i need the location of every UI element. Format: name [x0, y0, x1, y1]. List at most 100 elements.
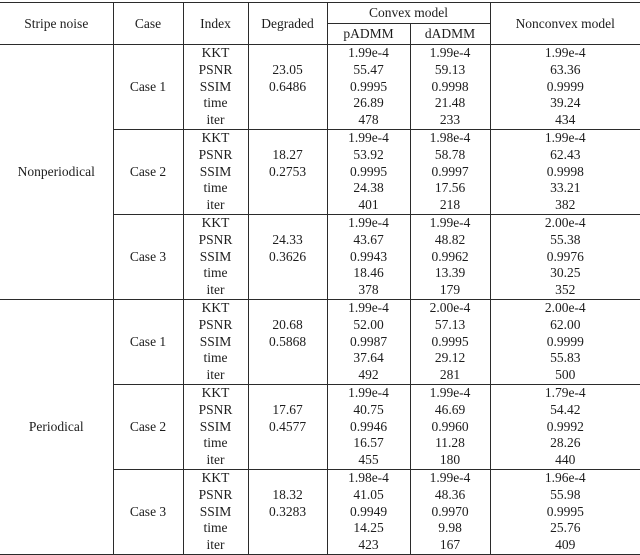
cell-index: KKT: [182, 384, 248, 402]
cell-degraded: 0.4577: [247, 418, 327, 436]
table-row: iter 423 167 409: [0, 537, 640, 555]
cell-index: KKT: [182, 129, 248, 147]
cell-padmm: 41.05: [326, 486, 410, 504]
table-row: iter 378 179 352: [0, 282, 640, 300]
cell-nonconvex: 0.9998: [489, 163, 640, 181]
table-row: time 37.64 29.12 55.83: [0, 350, 640, 368]
cell-nonconvex: 33.21: [489, 180, 640, 198]
cell-stripe-noise: Nonperiodical: [0, 44, 113, 300]
cell-dadmm: 0.9960: [409, 418, 490, 436]
cell-nonconvex: 62.43: [489, 146, 640, 164]
table-row: iter 492 281 500: [0, 367, 640, 385]
cell-degraded: [247, 214, 327, 232]
cell-degraded: 0.6486: [247, 78, 327, 96]
table-body: Nonperiodical Case 1 KKT 1.99e-4 1.99e-4 1.99…: [0, 44, 640, 555]
table-row: SSIM 0.4577 0.9946 0.9960 0.9992: [0, 418, 640, 436]
cell-padmm: 1.99e-4: [326, 129, 410, 147]
cell-dadmm: 0.9998: [409, 78, 490, 96]
cell-index: iter: [182, 112, 248, 130]
cell-dadmm: 0.9995: [409, 333, 490, 351]
cell-dadmm: 1.99e-4: [409, 469, 490, 487]
table-row: PSNR 24.33 43.67 48.82 55.38: [0, 231, 640, 249]
cell-dadmm: 0.9970: [409, 503, 490, 521]
cell-padmm: 0.9943: [326, 248, 410, 266]
cell-dadmm: 59.13: [409, 61, 490, 79]
cell-padmm: 14.25: [326, 520, 410, 538]
cell-padmm: 455: [326, 452, 410, 470]
cell-degraded: [247, 44, 327, 62]
cell-degraded: [247, 197, 327, 215]
cell-degraded: [247, 265, 327, 283]
table-row: SSIM 0.3283 0.9949 0.9970 0.9995: [0, 503, 640, 521]
cell-padmm: 40.75: [326, 401, 410, 419]
table-row: PSNR 20.68 52.00 57.13 62.00: [0, 316, 640, 334]
table-row: SSIM 0.2753 0.9995 0.9997 0.9998: [0, 163, 640, 181]
table-row: Nonperiodical Case 1 KKT 1.99e-4 1.99e-4 1.99…: [0, 44, 640, 300]
cell-index: PSNR: [182, 401, 248, 419]
cell-nonconvex: 55.38: [489, 231, 640, 249]
cell-index: time: [182, 95, 248, 113]
table-row: SSIM 0.6486 0.9995 0.9998 0.9999: [0, 78, 640, 96]
cell-nonconvex: 30.25: [489, 265, 640, 283]
cell-nonconvex: 382: [489, 197, 640, 215]
cell-dadmm: 218: [409, 197, 490, 215]
header-nonconvex-model: Nonconvex model: [489, 2, 640, 45]
cell-nonconvex: 440: [489, 452, 640, 470]
cell-dadmm: 58.78: [409, 146, 490, 164]
cell-dadmm: 281: [409, 367, 490, 385]
cell-padmm: 378: [326, 282, 410, 300]
cell-index: iter: [182, 537, 248, 555]
cell-dadmm: 57.13: [409, 316, 490, 334]
cell-index: SSIM: [182, 163, 248, 181]
cell-dadmm: 13.39: [409, 265, 490, 283]
table-row: time 16.57 11.28 28.26: [0, 435, 640, 453]
cell-index: iter: [182, 197, 248, 215]
cell-nonconvex: 25.76: [489, 520, 640, 538]
cell-padmm: 0.9987: [326, 333, 410, 351]
cell-degraded: 24.33: [247, 231, 327, 249]
header-convex-model: Convex model: [326, 2, 490, 24]
table-row: Case 3 KKT 1.99e-4 1.99e-4 2.00e-4: [0, 214, 640, 300]
cell-degraded: 18.27: [247, 146, 327, 164]
table-row: time 26.89 21.48 39.24: [0, 95, 640, 113]
table-row: iter 401 218 382: [0, 197, 640, 215]
cell-index: KKT: [182, 469, 248, 487]
cell-degraded: [247, 367, 327, 385]
table-row: iter 478 233 434: [0, 112, 640, 130]
table-row: Case 2 KKT 1.99e-4 1.98e-4 1.99e-4: [0, 129, 640, 215]
cell-case: Case 3: [112, 214, 183, 300]
cell-dadmm: 17.56: [409, 180, 490, 198]
cell-stripe-noise: Periodical: [0, 299, 113, 555]
cell-nonconvex: 1.99e-4: [489, 44, 640, 62]
cell-degraded: [247, 520, 327, 538]
cell-index: time: [182, 435, 248, 453]
cell-padmm: 37.64: [326, 350, 410, 368]
header-case: Case: [112, 2, 183, 45]
cell-nonconvex: 0.9976: [489, 248, 640, 266]
cell-nonconvex: 500: [489, 367, 640, 385]
cell-padmm: 24.38: [326, 180, 410, 198]
table-row: time 14.25 9.98 25.76: [0, 520, 640, 538]
cell-index: PSNR: [182, 231, 248, 249]
table-row: Case 2 KKT 1.99e-4 1.99e-4 1.79e-4: [0, 384, 640, 470]
cell-index: time: [182, 265, 248, 283]
cell-degraded: [247, 469, 327, 487]
cell-index: KKT: [182, 44, 248, 62]
cell-index: SSIM: [182, 418, 248, 436]
header-stripe-noise: Stripe noise: [0, 2, 113, 45]
cell-index: iter: [182, 367, 248, 385]
cell-padmm: 492: [326, 367, 410, 385]
cell-index: iter: [182, 452, 248, 470]
cell-nonconvex: 0.9992: [489, 418, 640, 436]
cell-degraded: [247, 452, 327, 470]
cell-nonconvex: 62.00: [489, 316, 640, 334]
cell-nonconvex: 28.26: [489, 435, 640, 453]
table-row: time 24.38 17.56 33.21: [0, 180, 640, 198]
cell-degraded: [247, 129, 327, 147]
cell-nonconvex: 1.96e-4: [489, 469, 640, 487]
cell-dadmm: 2.00e-4: [409, 299, 490, 317]
header-degraded: Degraded: [247, 2, 327, 45]
cell-index: KKT: [182, 214, 248, 232]
cell-dadmm: 9.98: [409, 520, 490, 538]
cell-padmm: 1.99e-4: [326, 214, 410, 232]
